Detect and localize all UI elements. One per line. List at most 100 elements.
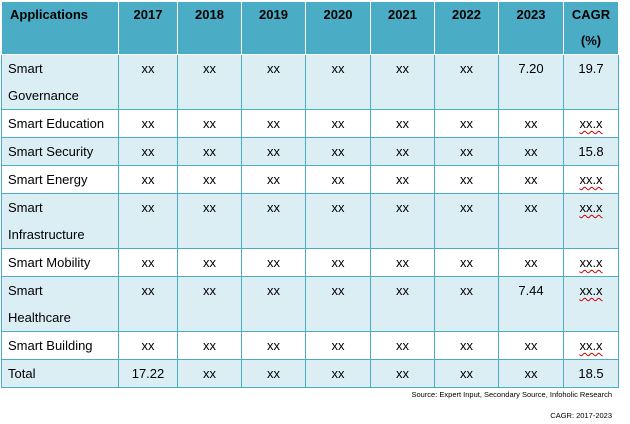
cell-value: 7.20: [518, 61, 544, 76]
value-cell: 17.22: [118, 359, 178, 388]
cell-value: xx: [331, 116, 345, 131]
table-row: Smart Energy xx xx xx xx xx xx xx xx.x: [1, 165, 619, 194]
cagr-cell: xx.x: [563, 331, 619, 360]
value-cell: xx: [118, 137, 178, 166]
value-cell: xx: [434, 193, 499, 249]
cagr-cell: 15.8: [563, 137, 619, 166]
row-label: Smart Mobility: [1, 248, 119, 277]
table-row: Smart Healthcare xx xx xx xx xx xx 7.44 xx.x: [1, 276, 619, 332]
value-cell: xx: [305, 331, 371, 360]
cell-value: xx: [460, 366, 473, 381]
cell-value: xx: [141, 144, 155, 159]
cell-value: 17.22: [131, 366, 165, 381]
cell-value: xx: [203, 144, 216, 159]
row-label: Smart Governance: [1, 54, 119, 110]
value-cell: xx: [370, 276, 435, 332]
cell-value: xx: [460, 255, 473, 270]
value-cell: xx: [305, 54, 371, 110]
cagr-cell: xx.x: [563, 276, 619, 332]
value-cell: xx: [177, 137, 242, 166]
value-cell: xx: [498, 359, 564, 388]
value-cell: xx: [177, 54, 242, 110]
cell-value: xx: [460, 116, 473, 131]
value-cell: xx: [118, 276, 178, 332]
cell-value: xx: [267, 144, 280, 159]
cell-value: xx: [267, 200, 280, 215]
row-label: Total: [1, 359, 119, 388]
cell-value: xx: [524, 200, 538, 215]
cell-value: xx: [141, 255, 155, 270]
value-cell: xx: [305, 137, 371, 166]
cell-value: xx: [141, 283, 155, 298]
value-cell: xx: [434, 276, 499, 332]
cell-value: xx: [203, 116, 216, 131]
value-cell: xx: [241, 193, 306, 249]
value-cell: xx: [241, 276, 306, 332]
header-2020: 2020: [305, 1, 371, 55]
value-cell: xx: [305, 165, 371, 194]
value-cell: xx: [434, 248, 499, 277]
cell-value: xx: [267, 283, 280, 298]
table-row: Total 17.22 xx xx xx xx xx xx 18.5: [1, 359, 619, 388]
cell-value: xx: [141, 116, 155, 131]
cell-value: xx.x: [579, 200, 603, 215]
cell-value: xx: [203, 255, 216, 270]
header-row: Applications 2017 2018 2019 2020 2021 20…: [1, 1, 619, 55]
cell-value: xx: [141, 338, 155, 353]
cell-value: 19.7: [578, 61, 604, 76]
value-cell: xx: [118, 54, 178, 110]
value-cell: xx: [370, 54, 435, 110]
value-cell: xx: [498, 331, 564, 360]
cell-value: xx: [267, 338, 280, 353]
value-cell: xx: [498, 248, 564, 277]
header-2021: 2021: [370, 1, 435, 55]
header-2023: 2023: [498, 1, 564, 55]
cagr-cell: 19.7: [563, 54, 619, 110]
value-cell: xx: [241, 165, 306, 194]
cell-value: xx: [331, 255, 345, 270]
header-2019: 2019: [241, 1, 306, 55]
value-cell: xx: [177, 276, 242, 332]
cell-value: xx: [524, 255, 538, 270]
table-row: Smart Education xx xx xx xx xx xx xx xx.x: [1, 109, 619, 138]
value-cell: xx: [241, 54, 306, 110]
header-applications: Applications: [1, 1, 119, 55]
cell-value: xx: [331, 338, 345, 353]
value-cell: xx: [370, 165, 435, 194]
value-cell: xx: [498, 137, 564, 166]
cell-value: xx: [524, 116, 538, 131]
table-row: Smart Security xx xx xx xx xx xx xx 15.8: [1, 137, 619, 166]
value-cell: 7.20: [498, 54, 564, 110]
value-cell: xx: [498, 193, 564, 249]
value-cell: xx: [241, 248, 306, 277]
value-cell: xx: [118, 165, 178, 194]
value-cell: xx: [241, 137, 306, 166]
cagr-period-note: CAGR: 2017-2023: [550, 411, 612, 420]
header-2018: 2018: [177, 1, 242, 55]
source-note: Source: Expert Input, Secondary Source, …: [411, 390, 612, 399]
cell-value: xx: [141, 200, 155, 215]
cell-value: xx.x: [579, 338, 603, 353]
cell-value: xx: [331, 283, 345, 298]
cell-value: xx.x: [579, 255, 603, 270]
cagr-cell: xx.x: [563, 109, 619, 138]
cell-value: xx: [331, 200, 345, 215]
value-cell: xx: [118, 109, 178, 138]
value-cell: 7.44: [498, 276, 564, 332]
value-cell: xx: [241, 359, 306, 388]
value-cell: xx: [118, 193, 178, 249]
value-cell: xx: [434, 54, 499, 110]
value-cell: xx: [305, 276, 371, 332]
cell-value: 18.5: [578, 366, 604, 381]
cell-value: xx: [203, 283, 216, 298]
value-cell: xx: [118, 331, 178, 360]
value-cell: xx: [305, 248, 371, 277]
row-label: Smart Energy: [1, 165, 119, 194]
value-cell: xx: [241, 331, 306, 360]
value-cell: xx: [305, 193, 371, 249]
header-2022: 2022: [434, 1, 499, 55]
cell-value: xx: [331, 61, 345, 76]
table-row: Smart Infrastructure xx xx xx xx xx xx xx xx.x: [1, 193, 619, 249]
cell-value: 15.8: [578, 144, 604, 159]
row-label: Smart Infrastructure: [1, 193, 119, 249]
